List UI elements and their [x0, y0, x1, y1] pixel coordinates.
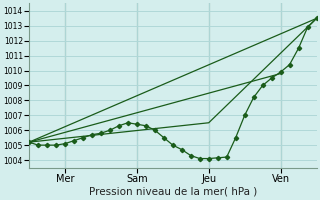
X-axis label: Pression niveau de la mer( hPa ): Pression niveau de la mer( hPa ) — [89, 187, 257, 197]
